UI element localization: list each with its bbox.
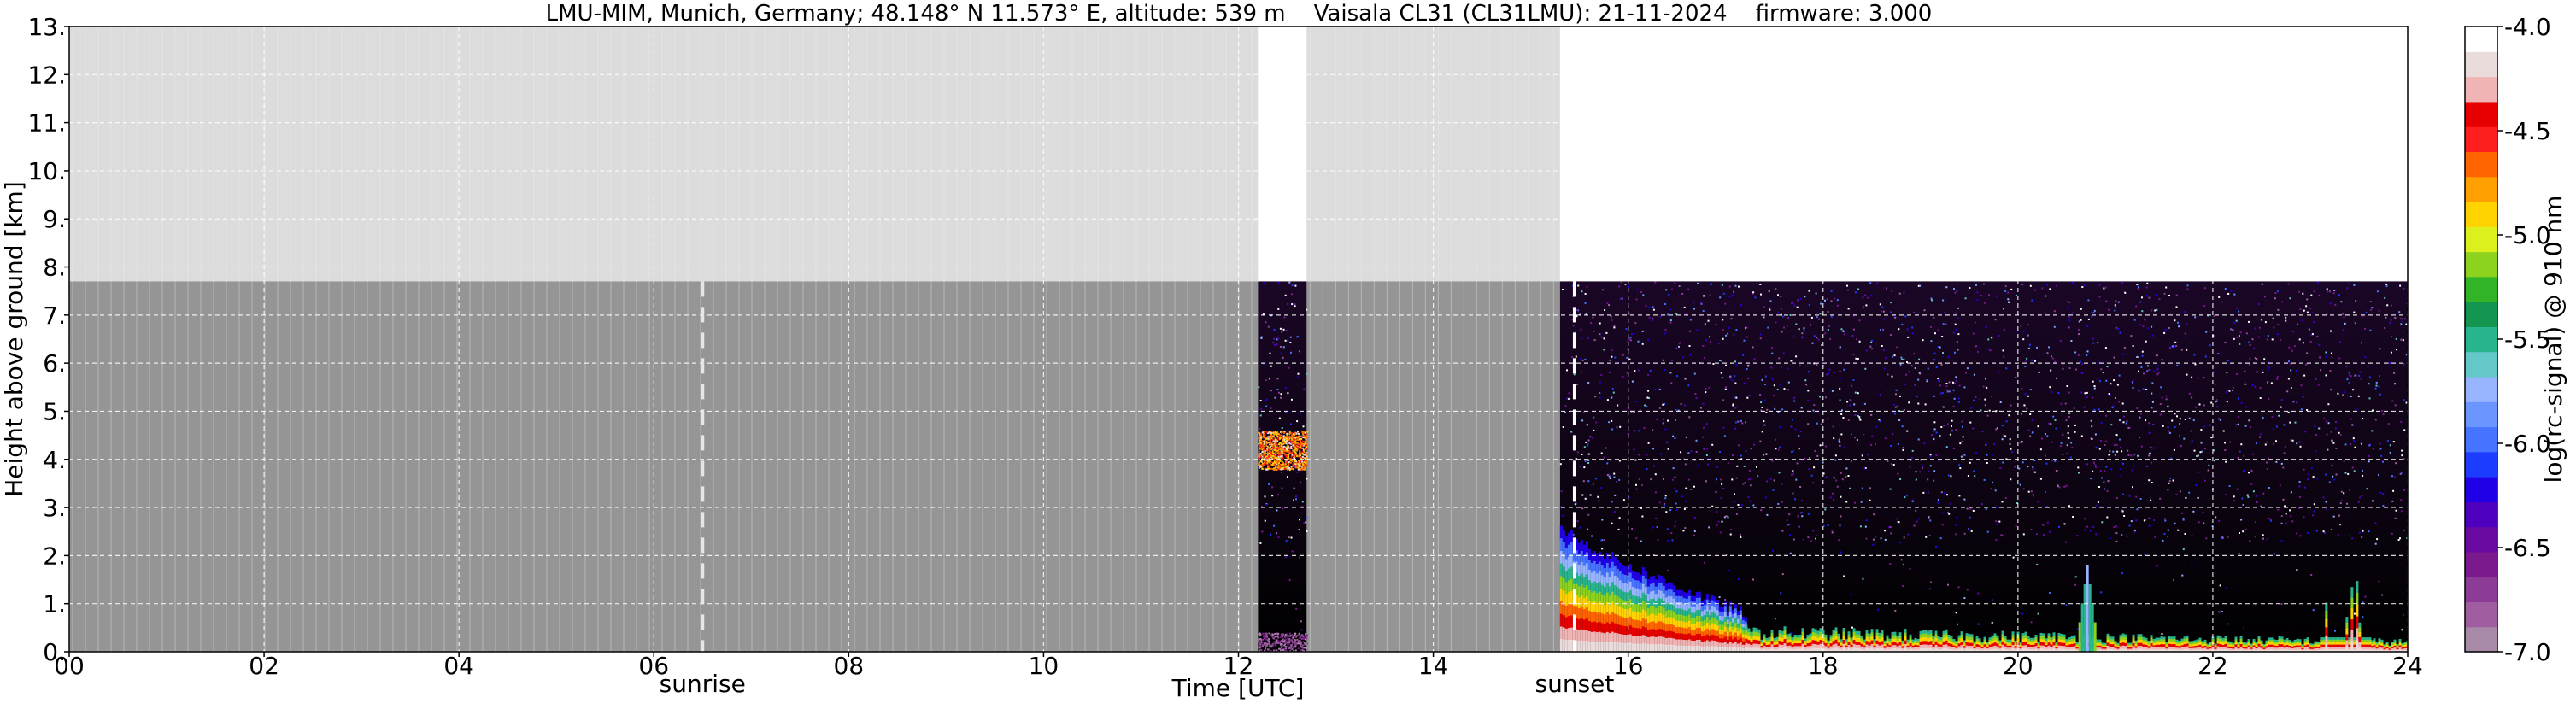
- colorbar-segment: [2465, 202, 2497, 227]
- y-tick-label: 7.: [43, 302, 66, 330]
- colorbar-segment: [2465, 77, 2497, 103]
- colorbar-segment: [2465, 527, 2497, 553]
- colorbar-tick-label: -4.5: [2504, 117, 2551, 145]
- sunrise-label: sunrise: [660, 670, 746, 698]
- colorbar-segment: [2465, 477, 2497, 502]
- no-data-region-lower: [69, 281, 1258, 652]
- x-tick-label: 06: [638, 652, 669, 680]
- near-surface-signal: [1258, 633, 1308, 653]
- colorbar-tick-label: -4.0: [2504, 13, 2551, 41]
- colorbar-segment: [2465, 102, 2497, 127]
- x-tick-label: 24: [2392, 652, 2423, 680]
- colorbar-tick-label: -6.5: [2504, 534, 2551, 562]
- colorbar-segment: [2465, 601, 2497, 627]
- y-tick-label: 12.: [27, 61, 66, 89]
- colorbar-segment: [2465, 226, 2497, 252]
- y-tick-label: 1.: [43, 590, 66, 618]
- colorbar-segment: [2465, 26, 2497, 52]
- colorbar-segment: [2465, 302, 2497, 327]
- colorbar-segment: [2465, 177, 2497, 202]
- sunset-label: sunset: [1535, 670, 1615, 698]
- x-tick-label: 22: [2198, 652, 2228, 680]
- y-tick-label: 0.: [43, 638, 66, 666]
- colorbar-tick-label: -7.0: [2504, 638, 2551, 666]
- colorbar-segment: [2465, 452, 2497, 478]
- x-tick-label: 10: [1029, 652, 1059, 680]
- colorbar-segment: [2465, 377, 2497, 402]
- y-tick-label: 2.: [43, 542, 66, 570]
- x-tick-label: 18: [1808, 652, 1839, 680]
- x-tick-label: 20: [2003, 652, 2033, 680]
- x-tick-label: 04: [443, 652, 474, 680]
- colorbar-segment: [2465, 501, 2497, 527]
- colorbar-segment: [2465, 326, 2497, 352]
- chart-title: LMU-MIM, Munich, Germany; 48.148° N 11.5…: [546, 1, 1933, 26]
- x-tick-label: 14: [1418, 652, 1449, 680]
- y-tick-label: 8.: [43, 254, 66, 282]
- y-tick-label: 5.: [43, 397, 66, 425]
- colorbar-segment: [2465, 352, 2497, 378]
- y-tick-label: 13.: [27, 13, 66, 41]
- x-tick-label: 02: [249, 652, 279, 680]
- colorbar-segment: [2465, 577, 2497, 602]
- colorbar-segment: [2465, 426, 2497, 452]
- plot-area: [69, 26, 2409, 653]
- y-tick-label: 4.: [43, 446, 66, 474]
- colorbar-segment: [2465, 51, 2497, 77]
- y-axis-label: Height above ground [km]: [0, 181, 28, 497]
- colorbar: -4.0-4.5-5.0-5.5-6.0-6.5-7.0: [2465, 13, 2551, 666]
- colorbar-segment: [2465, 552, 2497, 577]
- no-data-region-upper: [69, 26, 1258, 281]
- colorbar-segment: [2465, 126, 2497, 152]
- y-tick-label: 3.: [43, 494, 66, 522]
- x-tick-label: 08: [834, 652, 865, 680]
- colorbar-segment: [2465, 252, 2497, 278]
- colorbar-segment: [2465, 627, 2497, 653]
- y-tick-label: 11.: [27, 109, 66, 138]
- y-tick-label: 9.: [43, 205, 66, 233]
- colorbar-segment: [2465, 401, 2497, 427]
- y-tick-label: 6.: [43, 349, 66, 378]
- x-tick-label: 16: [1613, 652, 1644, 680]
- x-axis-label: Time [UTC]: [1171, 674, 1305, 702]
- colorbar-segment: [2465, 277, 2497, 302]
- colorbar-label: log(rc-signal) @ 910 nm: [2539, 196, 2567, 483]
- colorbar-segment: [2465, 151, 2497, 177]
- y-tick-label: 10.: [27, 157, 66, 185]
